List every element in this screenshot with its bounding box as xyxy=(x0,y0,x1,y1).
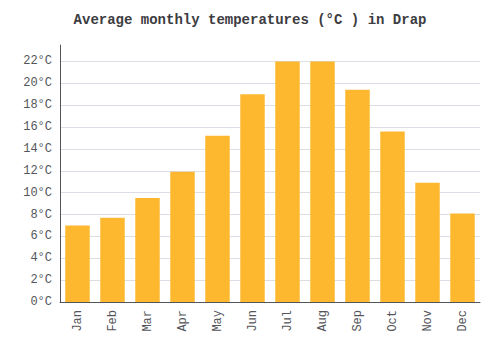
svg-text:6°C: 6°C xyxy=(30,229,52,243)
svg-text:Oct: Oct xyxy=(386,310,400,332)
svg-text:12°C: 12°C xyxy=(23,164,52,178)
svg-text:Apr: Apr xyxy=(176,310,190,332)
svg-text:Mar: Mar xyxy=(141,310,155,332)
svg-text:0°C: 0°C xyxy=(30,295,52,309)
svg-text:Dec: Dec xyxy=(456,310,470,332)
svg-text:10°C: 10°C xyxy=(23,186,52,200)
svg-text:Average monthly temperatures (: Average monthly temperatures (°C ) in Dr… xyxy=(74,12,427,28)
svg-text:4°C: 4°C xyxy=(30,251,52,265)
svg-text:Jul: Jul xyxy=(281,310,295,332)
svg-text:22°C: 22°C xyxy=(23,54,52,68)
svg-text:Sep: Sep xyxy=(351,310,365,332)
svg-text:Nov: Nov xyxy=(421,310,435,332)
svg-text:14°C: 14°C xyxy=(23,142,52,156)
svg-text:2°C: 2°C xyxy=(30,273,52,287)
svg-text:Jun: Jun xyxy=(246,310,260,332)
svg-text:Feb: Feb xyxy=(106,310,120,332)
svg-text:8°C: 8°C xyxy=(30,208,52,222)
svg-text:Jan: Jan xyxy=(71,310,85,332)
svg-text:16°C: 16°C xyxy=(23,120,52,134)
svg-text:Aug: Aug xyxy=(316,310,330,332)
svg-text:20°C: 20°C xyxy=(23,76,52,90)
svg-text:18°C: 18°C xyxy=(23,98,52,112)
svg-text:May: May xyxy=(211,310,225,332)
